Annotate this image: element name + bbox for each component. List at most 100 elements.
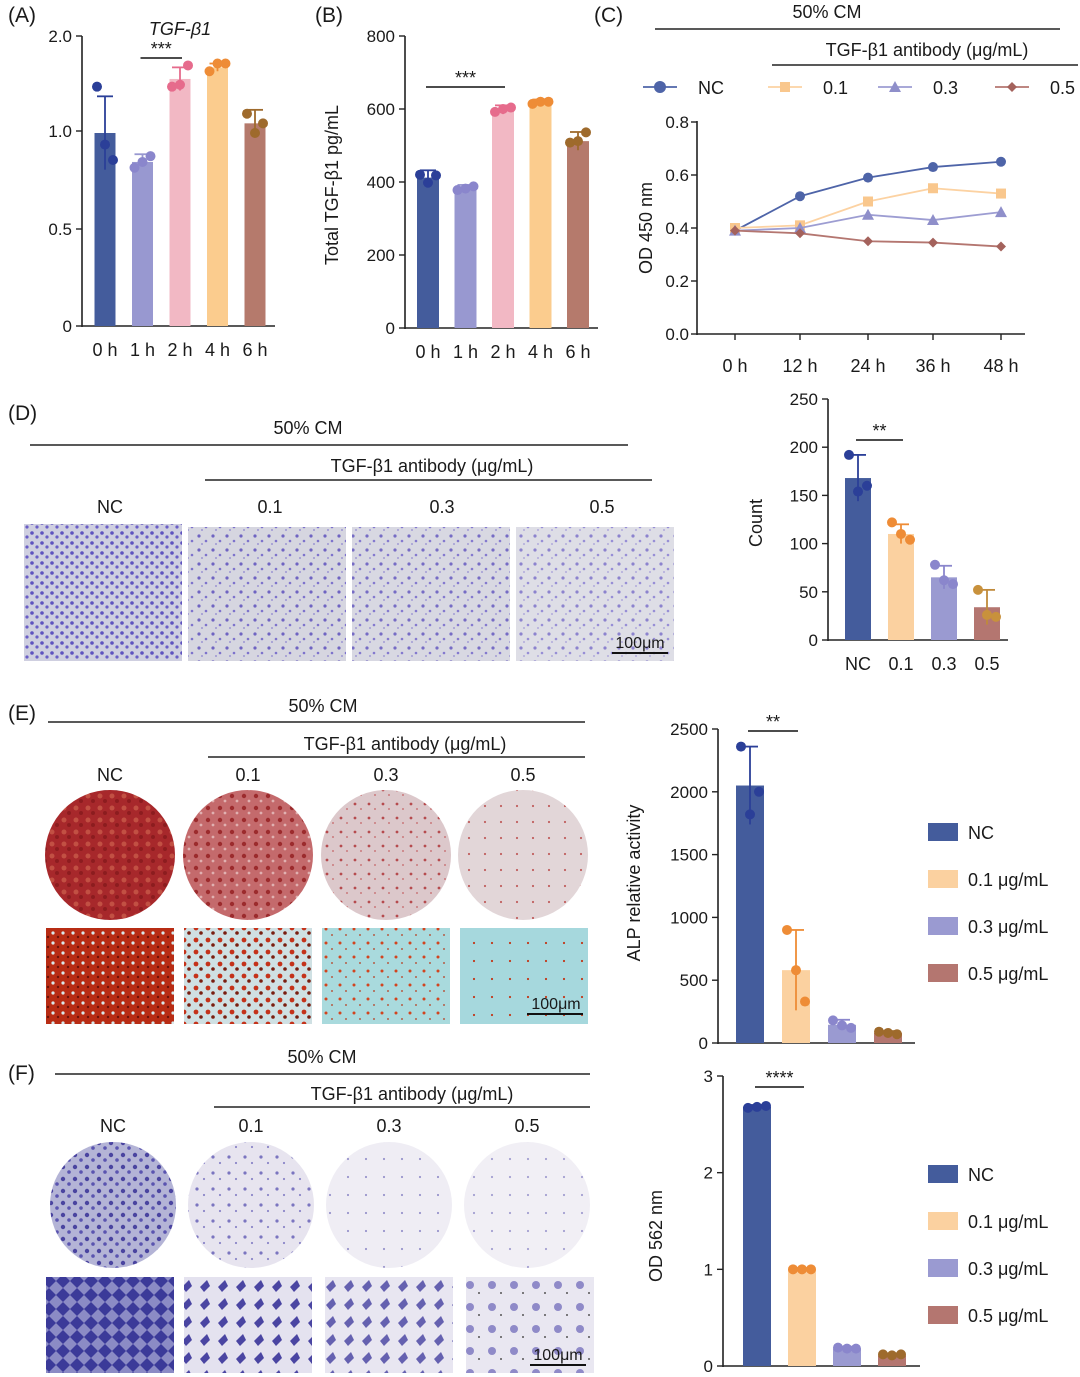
legend-swatch (928, 964, 958, 982)
y-axis-label: Total TGF-β1 pg/mL (322, 105, 342, 265)
y-axis-label: Count (746, 499, 766, 547)
x-tick-label: 12 h (782, 356, 817, 376)
data-point (183, 60, 193, 71)
legend-label: 0.5 μg/mL (968, 1306, 1048, 1326)
d-transwell-image-03 (352, 527, 510, 661)
panel-label-f: (F) (8, 1062, 35, 1085)
significance-label: *** (151, 39, 172, 59)
series-marker (794, 222, 806, 233)
e-micro-image-03 (322, 928, 450, 1024)
series-marker (863, 236, 873, 247)
data-point (745, 809, 755, 820)
bar (244, 123, 266, 326)
x-tick-label: NC (845, 654, 871, 674)
f-group-05: 0.5 (514, 1116, 539, 1136)
data-point (887, 517, 897, 528)
d-group-05: 0.5 (589, 497, 614, 517)
series-marker (995, 206, 1007, 218)
bar (207, 67, 228, 326)
f-group-01: 0.1 (238, 1116, 263, 1136)
data-point (137, 156, 148, 167)
bar (417, 177, 439, 328)
y-axis-label: OD 562 nm (646, 1190, 666, 1282)
panel-label-e: (E) (8, 702, 36, 725)
data-point (220, 58, 231, 69)
f-group-03: 0.3 (376, 1116, 401, 1136)
series-marker (928, 183, 938, 194)
f-well-image-03 (326, 1142, 452, 1268)
e-micro-image-01 (184, 928, 312, 1024)
y-tick-label: 0 (809, 631, 818, 650)
f-micro-image-nc (46, 1277, 174, 1373)
legend-label: 0.1 μg/mL (968, 870, 1048, 890)
series-line (734, 187, 1002, 229)
bar (529, 102, 552, 329)
data-point (948, 579, 958, 590)
data-point (828, 1015, 838, 1026)
data-point (250, 128, 260, 138)
data-point (212, 58, 223, 69)
data-point (527, 98, 538, 109)
x-tick-label: 2 h (167, 340, 192, 360)
chart-f-od562: 0 1 2 3 **** OD 562 nm (646, 1067, 920, 1376)
legend-marker (654, 81, 666, 93)
legend-swatch (928, 1212, 958, 1230)
y-tick-label: 2 (704, 1164, 713, 1183)
data-point (490, 106, 500, 117)
f-micro-image-01 (184, 1277, 312, 1373)
data-point (468, 181, 479, 192)
legend-label: NC (698, 78, 724, 98)
y-axis-label: ALP relative activity (624, 805, 644, 962)
d-scale-bar-label: 100μm (615, 635, 664, 652)
data-point (498, 104, 508, 114)
data-point (930, 559, 940, 570)
x-tick-label: 24 h (850, 356, 885, 376)
panel-label-a: (A) (8, 4, 36, 27)
significance-label: ** (766, 712, 780, 732)
data-point (806, 1264, 816, 1275)
legend-label: 0.3 μg/mL (968, 1259, 1048, 1279)
bar (132, 161, 153, 326)
y-axis-label: OD 450 nm (636, 182, 656, 274)
bar (736, 785, 764, 1043)
data-point (973, 584, 983, 595)
y-tick-label: 200 (367, 246, 395, 265)
data-point (791, 965, 801, 976)
y-tick-label: 1.0 (48, 122, 72, 141)
data-point (754, 786, 764, 797)
f-micro-image-05 (466, 1277, 594, 1373)
d-group-nc: NC (97, 497, 123, 517)
x-tick-label: 2 h (490, 342, 515, 362)
e-group-01: 0.1 (235, 765, 260, 785)
bar (94, 133, 116, 326)
y-tick-label: 800 (367, 27, 395, 46)
data-point (982, 609, 992, 620)
y-tick-label: 2.0 (48, 27, 72, 46)
series-marker (996, 241, 1006, 252)
y-tick-label: 1 (704, 1260, 713, 1279)
e-antibody-label: TGF-β1 antibody (μg/mL) (304, 734, 507, 754)
legend-swatch (928, 1165, 958, 1183)
legend-label: 0.5 μg/mL (968, 964, 1048, 984)
e-legend: NC 0.1 μg/mL 0.3 μg/mL 0.5 μg/mL (928, 823, 1048, 984)
c-antibody-label: TGF-β1 antibody (μg/mL) (826, 40, 1029, 60)
data-point (844, 449, 854, 460)
c-cm-label: 50% CM (792, 2, 861, 22)
data-point (896, 1349, 906, 1360)
bar (874, 1032, 902, 1043)
bar (788, 1269, 816, 1366)
data-point (874, 1026, 884, 1037)
x-tick-label: 0 h (415, 342, 440, 362)
data-point (573, 136, 583, 147)
data-point (92, 81, 102, 92)
data-point (506, 102, 516, 113)
legend-label: 0.3 μg/mL (968, 917, 1048, 937)
data-point (896, 528, 906, 539)
f-group-nc: NC (100, 1116, 126, 1136)
f-cm-label: 50% CM (287, 1047, 356, 1067)
legend-swatch (928, 823, 958, 841)
chart-e-alp: 0 500 1000 1500 2000 2500 ** ALP relative activ… (624, 712, 915, 1053)
e-well-image-03 (321, 790, 451, 920)
series-marker (795, 191, 805, 202)
